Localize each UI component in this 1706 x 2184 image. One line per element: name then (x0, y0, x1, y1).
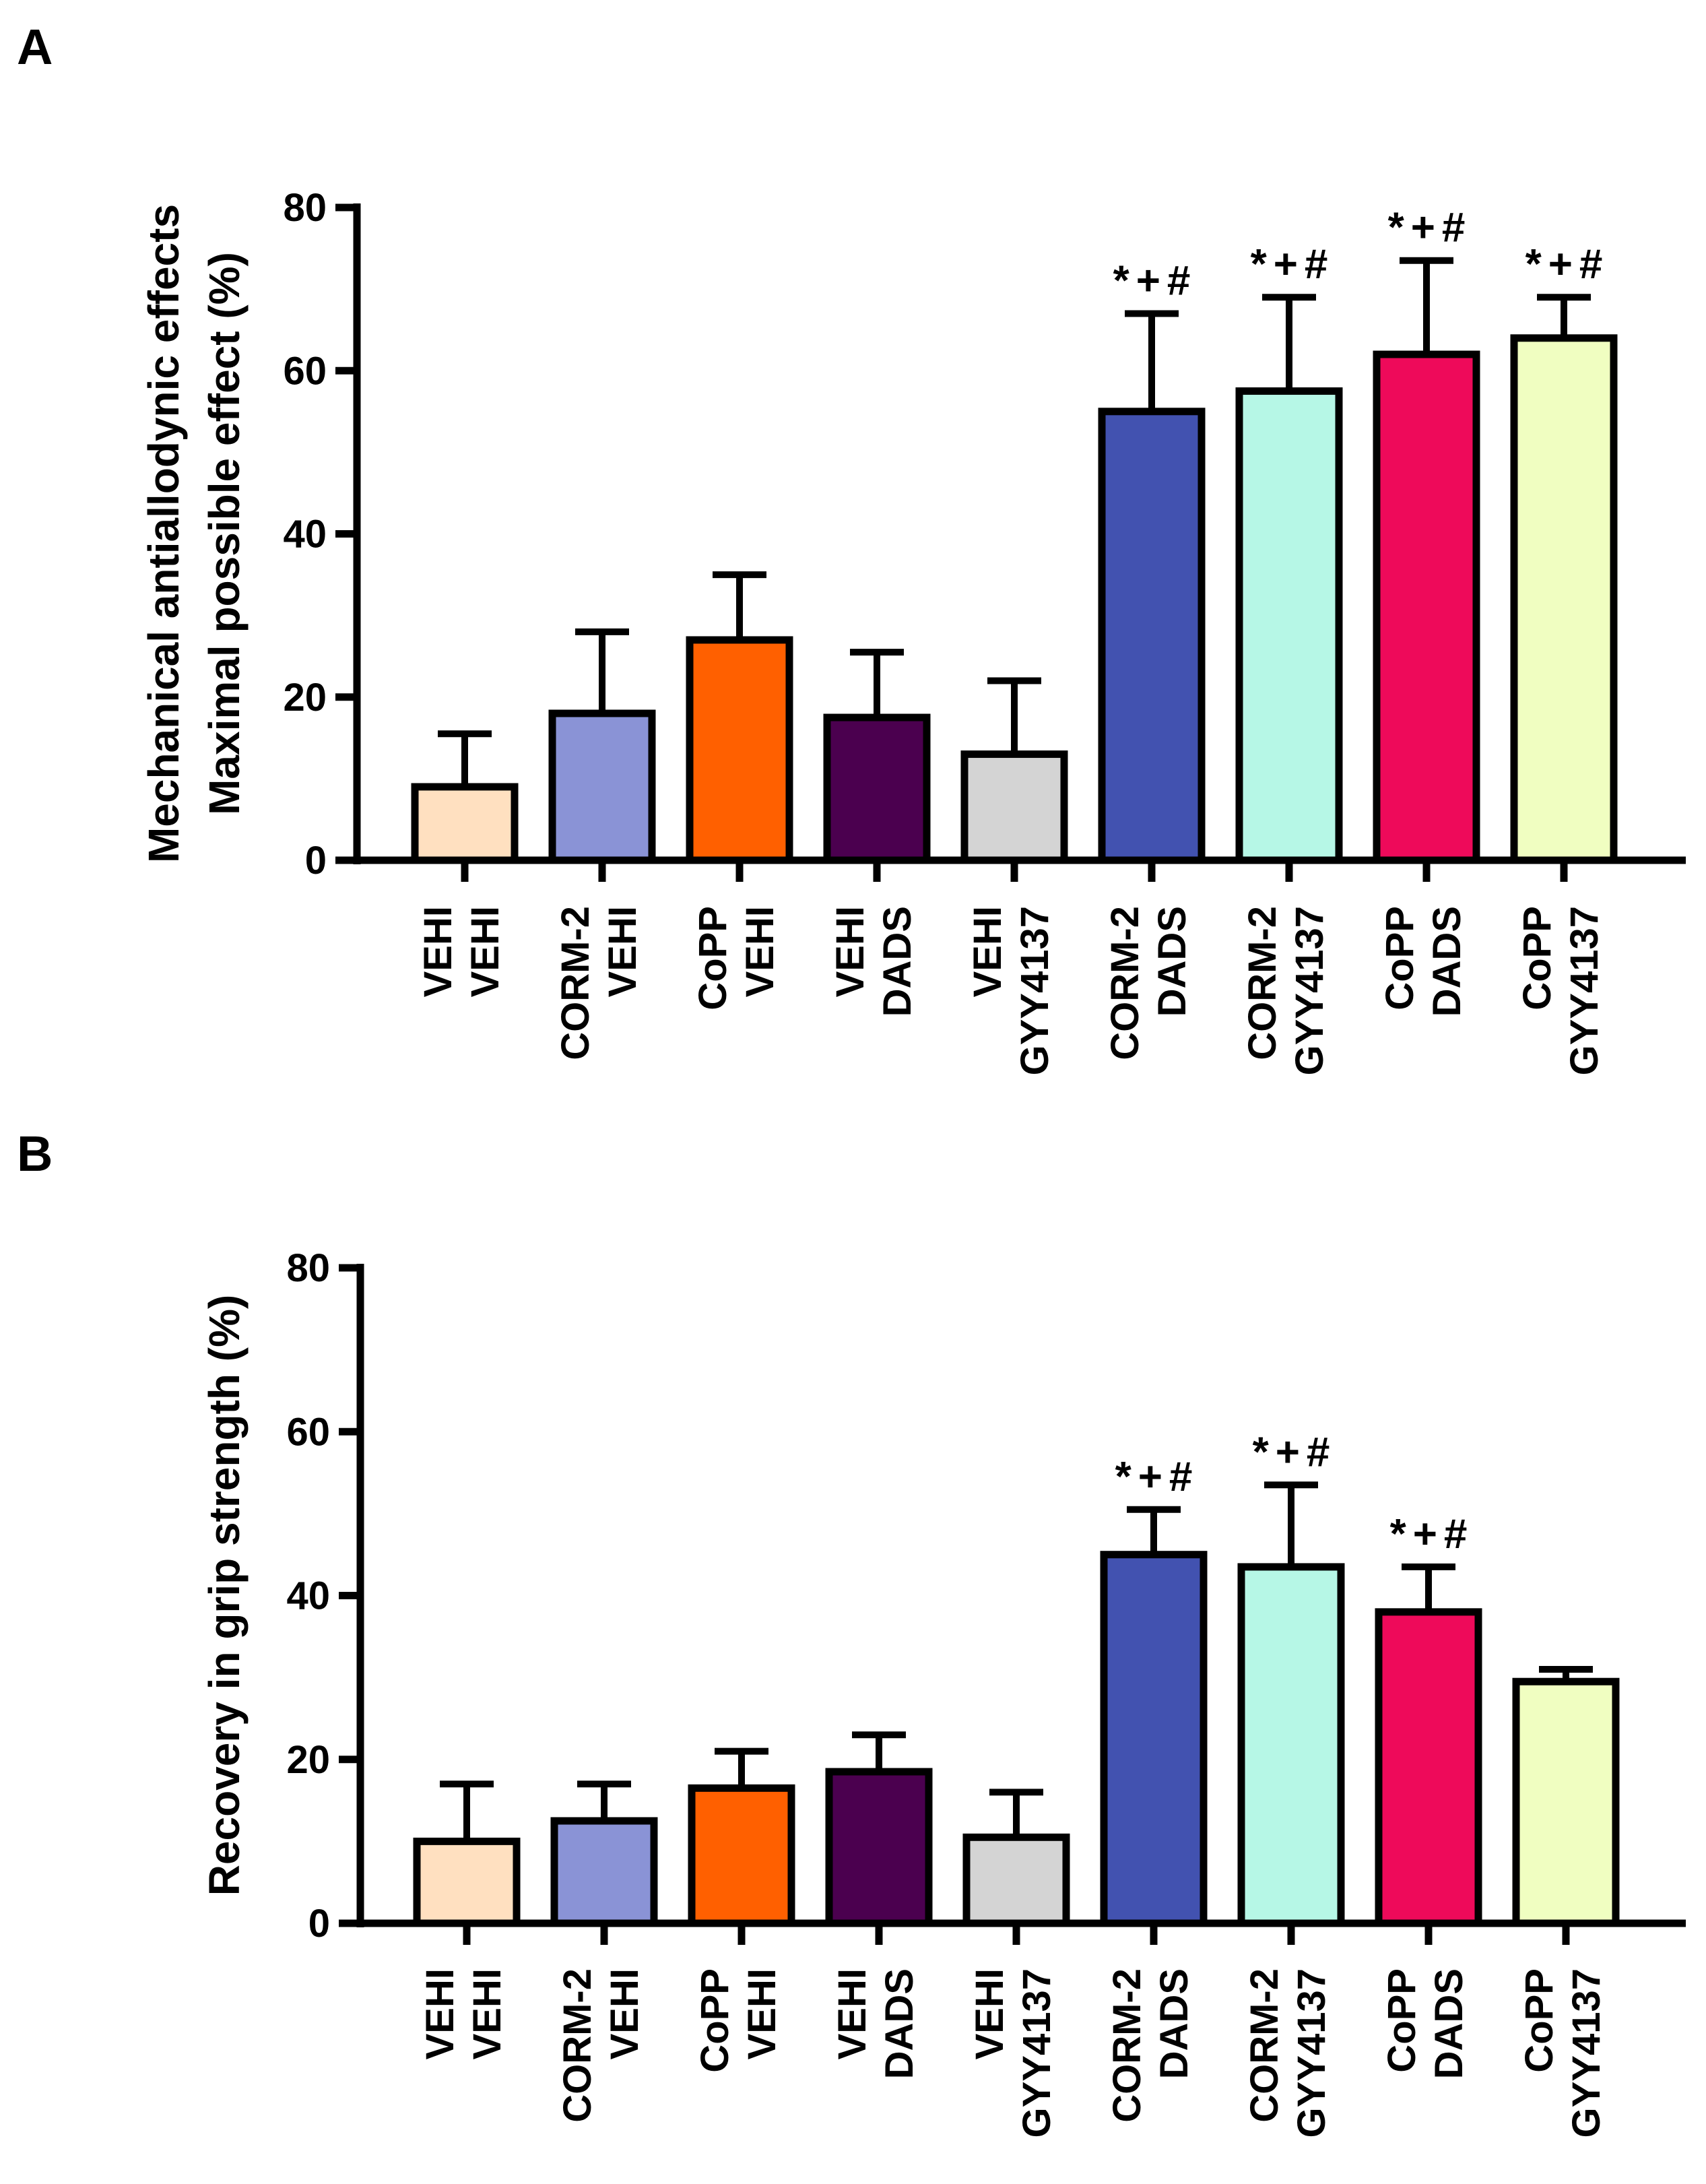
x-tick-label-line-2: DADS (1427, 1968, 1471, 2079)
significance-annotation: *+# (1251, 241, 1335, 288)
bar (960, 750, 1068, 864)
y-tick-label: 60 (283, 349, 327, 393)
x-tick-label-line-1: CoPP (1515, 906, 1559, 1010)
x-tick-label-line-2: GYY4137 (1288, 906, 1332, 1076)
y-axis-label-line-2: Maximal possible effect (%) (200, 252, 249, 815)
x-tick-label-line-1: CORM-2 (1105, 1968, 1149, 2123)
x-tick-label-line-1: CORM-2 (554, 906, 597, 1060)
x-tick-label-line-1: CORM-2 (556, 1968, 599, 2123)
bar (1237, 1563, 1345, 1927)
y-tick-label: 40 (283, 513, 327, 556)
x-tick-label-line-1: VEHI (830, 1968, 874, 2059)
bar (962, 1833, 1070, 1927)
panel-label-a: A (17, 19, 53, 75)
significance-annotation: *+# (1115, 1454, 1200, 1500)
x-tick-label-line-2: DADS (1425, 906, 1469, 1017)
bar (1510, 334, 1618, 864)
y-axis-label-line-1: Mechanical antiallodynic effects (139, 204, 188, 863)
x-tick-label-line-1: CORM-2 (1241, 906, 1284, 1060)
y-axis-label-line-1: Recovery in grip strength (%) (200, 1295, 249, 1896)
x-tick-label-line-1: VEHI (966, 906, 1010, 997)
x-tick-label-line-1: CoPP (1517, 1968, 1561, 2073)
x-tick-label-line-1: CORM-2 (1103, 906, 1147, 1060)
significance-annotation: *+# (1525, 241, 1610, 288)
x-tick-label-line-1: VEHI (416, 906, 460, 997)
bar (1235, 387, 1343, 864)
y-tick-label: 0 (305, 839, 327, 882)
bar (1373, 350, 1480, 864)
x-tick-label-line-2: DADS (1150, 906, 1194, 1017)
x-tick-label-line-1: CORM-2 (1243, 1968, 1286, 2123)
x-tick-label-line-1: CoPP (693, 1968, 737, 2073)
significance-annotation: *+# (1388, 205, 1472, 251)
x-tick-label-line-1: VEHI (828, 906, 872, 997)
x-tick-label-line-1: VEHI (968, 1968, 1012, 2059)
y-tick-label: 40 (286, 1574, 330, 1618)
x-tick-label-line-1: CoPP (1378, 906, 1422, 1010)
bar (1098, 408, 1206, 864)
x-tick-label-line-2: VEHI (740, 1968, 784, 2059)
panel-label-b: B (17, 1126, 53, 1182)
x-tick-label-line-2: GYY4137 (1290, 1968, 1334, 2138)
bar (1512, 1677, 1620, 1927)
chart-a: Mechanical antiallodynic effects Maximal … (139, 186, 1686, 1076)
x-tick-label-line-1: CoPP (1380, 1968, 1424, 2073)
bar (1100, 1551, 1208, 1927)
x-tick-label-line-1: CoPP (691, 906, 735, 1010)
x-tick-label-line-2: VEHI (603, 1968, 647, 2059)
x-tick-label-line-2: GYY4137 (1565, 1968, 1608, 2138)
significance-annotation: *+# (1390, 1511, 1474, 1557)
bar (548, 709, 656, 864)
x-tick-label-line-2: GYY4137 (1013, 906, 1057, 1076)
bar (686, 636, 793, 864)
x-tick-label-line-2: VEHI (463, 906, 507, 997)
bar (823, 713, 931, 864)
y-tick-label: 80 (283, 186, 327, 230)
y-tick-label: 60 (286, 1410, 330, 1454)
x-tick-label-line-2: GYY4137 (1563, 906, 1606, 1076)
bar (550, 1817, 658, 1927)
bar (688, 1784, 795, 1927)
y-tick-label: 20 (286, 1738, 330, 1782)
x-tick-label-line-2: GYY4137 (1015, 1968, 1059, 2138)
x-tick-label-line-1: VEHI (418, 1968, 462, 2059)
x-tick-label-line-2: DADS (876, 906, 919, 1017)
y-tick-label: 80 (286, 1246, 330, 1290)
chart-b: Recovery in grip strength (%) *+# *+# *+# 0 2… (200, 1246, 1686, 2138)
bar (411, 783, 519, 864)
x-tick-label-line-2: DADS (878, 1968, 921, 2079)
bar (825, 1768, 933, 1927)
y-tick-label: 20 (283, 676, 327, 719)
x-tick-label-line-2: VEHI (465, 1968, 509, 2059)
y-tick-label: 0 (308, 1902, 330, 1946)
bar (413, 1837, 521, 1927)
significance-annotation: *+# (1113, 257, 1198, 304)
x-tick-label-line-2: VEHI (601, 906, 645, 997)
x-tick-label-line-2: DADS (1152, 1968, 1196, 2079)
x-tick-label-line-2: VEHI (738, 906, 782, 997)
bar (1375, 1608, 1482, 1927)
significance-annotation: *+# (1253, 1429, 1337, 1475)
